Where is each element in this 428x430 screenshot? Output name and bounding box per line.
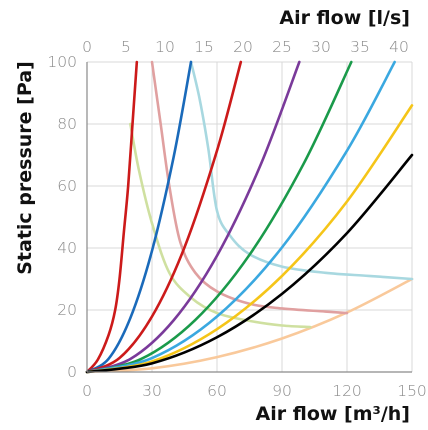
x2-tick-label-6: 30: [311, 38, 331, 56]
series-line-6: [85, 60, 243, 374]
series-line-7: [85, 60, 301, 374]
axes: [86, 62, 412, 373]
series-line-1: [189, 60, 414, 281]
x-tick-label-5: 150: [397, 382, 427, 400]
series-line-5: [85, 60, 193, 374]
grid: [86, 61, 413, 373]
x2-tick-label-3: 15: [194, 38, 214, 56]
x2-tick-label-7: 35: [350, 38, 370, 56]
y-tick-label-5: 100: [47, 53, 77, 71]
x-tick-label-3: 90: [272, 382, 292, 400]
y-tick-label-4: 80: [57, 115, 77, 133]
bottom-axis-title: Air flow [m³/h]: [256, 403, 410, 425]
x2-tick-label-5: 25: [272, 38, 292, 56]
series-line-2: [150, 60, 349, 315]
x2-tick-label-8: 40: [389, 38, 409, 56]
top-axis-title: Air flow [l/s]: [279, 7, 410, 29]
x-tick-label-4: 120: [332, 382, 362, 400]
y-tick-label-3: 60: [57, 177, 77, 195]
x-tick-label-0: 0: [82, 382, 92, 400]
series-line-10: [85, 104, 414, 374]
series-line-0: [85, 277, 414, 374]
series-lines: [85, 60, 414, 374]
tick-labels: 0 30 60 90 120 150 0 5 10 15 20 25 30 35 40 0 20 40 60 80 10…: [47, 38, 426, 400]
x-tick-label-1: 30: [142, 382, 162, 400]
series-line-9: [85, 60, 396, 374]
x-tick-label-2: 60: [207, 382, 227, 400]
left-axis-title: Static pressure [Pa]: [14, 61, 36, 275]
x2-tick-label-0: 0: [82, 38, 92, 56]
y-tick-label-0: 0: [67, 363, 77, 381]
series-line-8: [85, 60, 353, 374]
x2-tick-label-2: 10: [155, 38, 175, 56]
x2-tick-label-4: 20: [233, 38, 253, 56]
y-tick-label-2: 40: [57, 239, 77, 257]
series-line-4: [85, 60, 139, 374]
x2-tick-label-1: 5: [121, 38, 131, 56]
series-line-11: [85, 153, 414, 374]
y-tick-label-1: 20: [57, 301, 77, 319]
